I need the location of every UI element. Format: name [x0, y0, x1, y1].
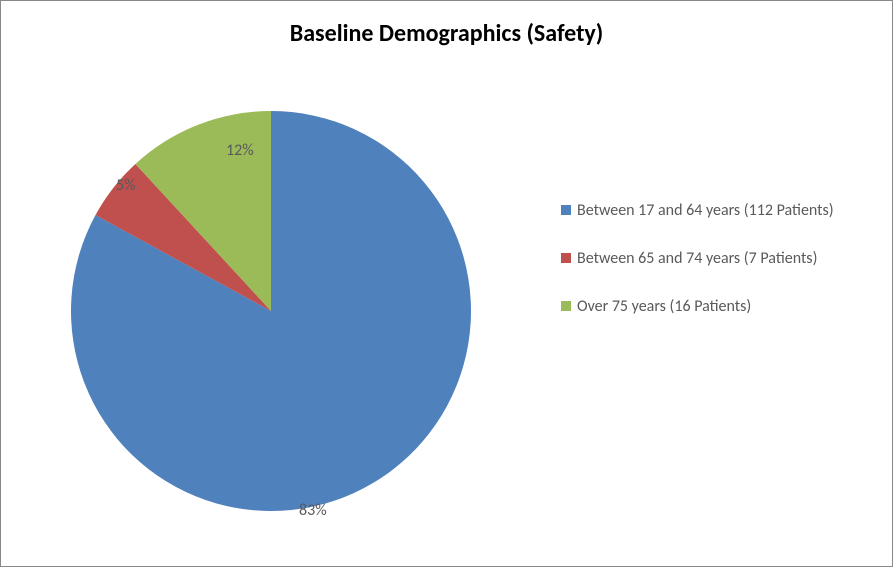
legend-label: Over 75 years (16 Patients): [577, 297, 751, 317]
pie-chart: [61, 101, 481, 526]
chart-title: Baseline Demographics (Safety): [1, 19, 892, 48]
legend-label: Between 17 and 64 years (112 Patients): [577, 201, 834, 221]
pie-data-label: 83%: [299, 501, 327, 520]
legend-label: Between 65 and 74 years (7 Patients): [577, 249, 817, 269]
legend-item: Over 75 years (16 Patients): [561, 297, 871, 317]
chart-container: Baseline Demographics (Safety) Between 1…: [0, 0, 893, 567]
pie-data-label: 12%: [226, 141, 254, 160]
legend-item: Between 17 and 64 years (112 Patients): [561, 201, 871, 221]
legend-swatch: [561, 205, 571, 215]
legend-swatch: [561, 301, 571, 311]
pie-svg: [61, 101, 481, 521]
pie-data-label: 5%: [116, 176, 136, 195]
legend-item: Between 65 and 74 years (7 Patients): [561, 249, 871, 269]
chart-body: Between 17 and 64 years (112 Patients) Be…: [1, 71, 892, 566]
legend: Between 17 and 64 years (112 Patients) Be…: [561, 201, 871, 345]
legend-swatch: [561, 253, 571, 263]
